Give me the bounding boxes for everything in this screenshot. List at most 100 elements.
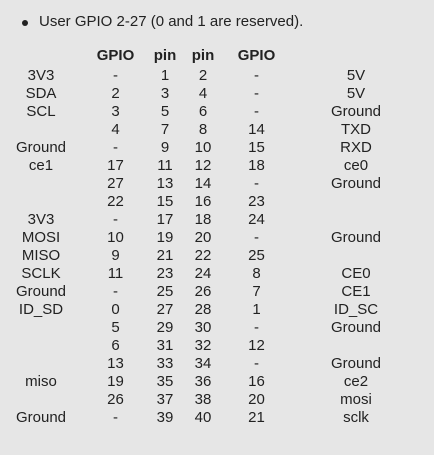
table-row: MOSI 10 19 20 - Ground xyxy=(0,229,424,247)
cell-right-pin: 6 xyxy=(198,103,208,120)
cell-right-pin: 36 xyxy=(194,373,212,390)
cell-right-pin: 28 xyxy=(194,301,212,318)
cell-left-gpio: 6 xyxy=(111,337,120,354)
cell-right-label xyxy=(288,211,424,229)
header-left-label xyxy=(0,45,82,67)
cell-right-label: Ground xyxy=(330,175,382,192)
cell-right-pin: 10 xyxy=(194,139,212,156)
cell-left-pin: 9 xyxy=(160,139,170,156)
cell-right-gpio: - xyxy=(254,85,259,102)
table-row: ce1 17 11 12 18 ce0 xyxy=(0,157,424,175)
table-row: SDA 2 3 4 - 5V xyxy=(0,85,424,103)
cell-left-gpio: 11 xyxy=(107,265,124,282)
cell-right-label: 5V xyxy=(346,85,366,102)
table-row: 4 7 8 14 TXD xyxy=(0,121,424,139)
cell-left-gpio: - xyxy=(113,67,118,84)
cell-left-pin: 37 xyxy=(156,391,174,408)
cell-right-pin: 4 xyxy=(198,85,208,102)
cell-right-pin: 22 xyxy=(194,247,212,264)
cell-left-label xyxy=(0,193,82,211)
cell-right-gpio: 18 xyxy=(248,157,265,174)
cell-left-gpio: 13 xyxy=(107,355,124,372)
cell-left-gpio: - xyxy=(113,139,118,156)
cell-right-gpio: - xyxy=(254,229,259,246)
cell-right-pin: 18 xyxy=(194,211,212,228)
table-row: MISO 9 21 22 25 xyxy=(0,247,424,265)
cell-left-gpio: 3 xyxy=(111,103,120,120)
cell-right-pin: 26 xyxy=(194,283,212,300)
cell-left-label xyxy=(0,355,82,373)
cell-right-pin: 20 xyxy=(194,229,212,246)
cell-right-label: Ground xyxy=(330,103,382,120)
cell-left-pin: 23 xyxy=(156,265,174,282)
cell-left-label: Ground xyxy=(15,139,67,156)
cell-left-gpio: 9 xyxy=(111,247,120,264)
note-list-item: User GPIO 2-27 (0 and 1 are reserved). xyxy=(22,12,303,32)
cell-left-gpio: 17 xyxy=(107,157,124,174)
cell-right-pin: 16 xyxy=(194,193,212,210)
header-right-pin: pin xyxy=(191,47,215,64)
cell-right-gpio: 8 xyxy=(252,265,261,282)
cell-left-gpio: - xyxy=(113,211,118,228)
header-left-pin: pin xyxy=(153,47,177,64)
cell-right-label xyxy=(288,337,424,355)
cell-right-pin: 40 xyxy=(194,409,212,426)
cell-right-pin: 34 xyxy=(194,355,212,372)
cell-right-label: ce0 xyxy=(343,157,369,174)
cell-left-label: ID_SD xyxy=(18,301,64,318)
cell-left-pin: 7 xyxy=(160,121,170,138)
cell-left-label: SCL xyxy=(26,103,56,120)
cell-right-label: Ground xyxy=(330,355,382,372)
cell-left-label: 3V3 xyxy=(27,67,55,84)
cell-left-label xyxy=(0,319,82,337)
cell-left-pin: 13 xyxy=(156,175,174,192)
bullet-icon xyxy=(22,19,28,26)
cell-right-gpio: 24 xyxy=(248,211,265,228)
cell-left-label: 3V3 xyxy=(27,211,55,228)
cell-left-pin: 39 xyxy=(156,409,174,426)
cell-left-gpio: 2 xyxy=(111,85,120,102)
cell-left-gpio: 0 xyxy=(111,301,120,318)
cell-right-gpio: - xyxy=(254,175,259,192)
cell-left-label: Ground xyxy=(15,409,67,426)
cell-left-label: SCLK xyxy=(21,265,61,282)
cell-left-gpio: 5 xyxy=(111,319,120,336)
table-row: 3V3 - 1 2 - 5V xyxy=(0,67,424,85)
cell-left-gpio: 10 xyxy=(107,229,124,246)
cell-left-gpio: 22 xyxy=(107,193,124,210)
cell-left-label xyxy=(0,121,82,139)
table-row: SCL 3 5 6 - Ground xyxy=(0,103,424,121)
table-row: 3V3 - 17 18 24 xyxy=(0,211,424,229)
header-right-gpio: GPIO xyxy=(237,47,276,64)
cell-right-label: CE0 xyxy=(341,265,371,282)
cell-right-gpio: - xyxy=(254,103,259,120)
table-row: 27 13 14 - Ground xyxy=(0,175,424,193)
table-row: Ground - 9 10 15 RXD xyxy=(0,139,424,157)
cell-left-label: miso xyxy=(25,373,57,390)
cell-left-pin: 21 xyxy=(156,247,174,264)
table-body: 3V3-1 2-5V SDA 2 3 4-5V SCL 3 5 6- Ground 4 7 8 14 TXD G… xyxy=(0,67,424,427)
cell-left-pin: 35 xyxy=(156,373,174,390)
cell-left-gpio: 4 xyxy=(111,121,120,138)
cell-left-pin: 1 xyxy=(160,67,170,84)
cell-left-pin: 33 xyxy=(156,355,174,372)
cell-left-pin: 31 xyxy=(156,337,174,354)
cell-left-label: MOSI xyxy=(21,229,61,246)
table-row: ID_SD 0 27 28 1 ID_SC xyxy=(0,301,424,319)
cell-left-label: SDA xyxy=(25,85,57,102)
cell-left-pin: 27 xyxy=(156,301,174,318)
table-row: 22 15 16 23 xyxy=(0,193,424,211)
cell-right-gpio: 1 xyxy=(252,301,261,318)
cell-right-pin: 30 xyxy=(194,319,212,336)
cell-left-pin: 3 xyxy=(160,85,170,102)
cell-left-pin: 29 xyxy=(156,319,174,336)
cell-left-pin: 17 xyxy=(156,211,174,228)
table-row: 13 33 34 - Ground xyxy=(0,355,424,373)
cell-left-gpio: 26 xyxy=(107,391,124,408)
cell-right-label: ce2 xyxy=(343,373,369,390)
cell-left-label: MISO xyxy=(21,247,61,264)
cell-left-pin: 5 xyxy=(160,103,170,120)
cell-right-pin: 12 xyxy=(194,157,212,174)
cell-right-gpio: 21 xyxy=(248,409,265,426)
cell-right-gpio: 20 xyxy=(248,391,265,408)
